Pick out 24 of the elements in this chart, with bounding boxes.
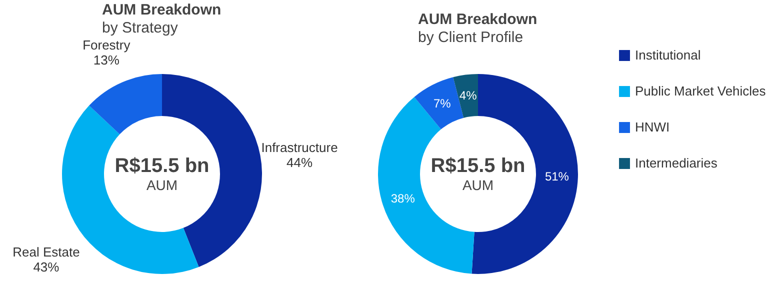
data-label: 43%: [33, 260, 60, 275]
donut-slice: [89, 74, 162, 134]
data-label: 51%: [544, 169, 570, 184]
legend-label: Institutional: [635, 48, 701, 62]
chart-subtitle: by Strategy: [102, 20, 178, 37]
data-label: 7%: [433, 96, 452, 111]
text: AUM: [146, 177, 178, 193]
data-label: 44%: [286, 154, 313, 170]
legend-label: HNWI: [635, 120, 670, 134]
data-label: 13%: [93, 52, 120, 68]
legend-label: Public Market Vehicles: [635, 84, 766, 98]
legend-label: Intermediaries: [635, 156, 718, 170]
chart-title: AUM Breakdown: [418, 11, 538, 28]
chart-subtitle: by Client Profile: [418, 29, 524, 46]
text: AUM: [462, 177, 494, 193]
chart-title: AUM Breakdown: [102, 2, 222, 19]
data-label: 38%: [390, 191, 416, 206]
text: R$15.5 bn: [114, 155, 210, 177]
slice-label: Forestry: [82, 38, 131, 53]
slice-label: Real Estate: [12, 244, 80, 260]
text: R$15.5 bn: [430, 155, 526, 177]
donut-slice: [453, 74, 478, 118]
data-label: 4%: [459, 88, 478, 103]
slice-label: Infrastructure: [261, 140, 338, 155]
